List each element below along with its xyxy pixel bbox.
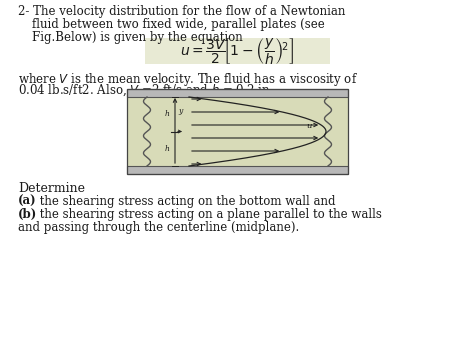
Text: h: h: [164, 110, 169, 118]
Text: (a): (a): [18, 195, 36, 208]
Text: u: u: [306, 121, 312, 129]
Text: the shearing stress acting on the bottom wall and: the shearing stress acting on the bottom…: [36, 195, 336, 208]
Text: y: y: [178, 107, 182, 115]
FancyBboxPatch shape: [145, 38, 330, 64]
Text: fluid between two fixed wide, parallel plates (see: fluid between two fixed wide, parallel p…: [32, 18, 325, 31]
Text: Fig.Below) is given by the equation: Fig.Below) is given by the equation: [32, 31, 243, 44]
Text: and passing through the centerline (midplane).: and passing through the centerline (midp…: [18, 221, 299, 234]
Text: h: h: [164, 145, 169, 153]
Bar: [127, 89, 348, 97]
Text: the shearing stress acting on a plane parallel to the walls: the shearing stress acting on a plane pa…: [36, 208, 382, 221]
Bar: [127, 89, 348, 174]
Text: $u = \dfrac{3V}{2}\!\left[1 - \left(\dfrac{y}{h}\right)^{\!2}\right]$: $u = \dfrac{3V}{2}\!\left[1 - \left(\dfr…: [180, 37, 294, 67]
Text: (b): (b): [18, 208, 37, 221]
Bar: [127, 97, 348, 166]
Bar: [127, 166, 348, 174]
Text: where $V$ is the mean velocity. The fluid has a viscosity of: where $V$ is the mean velocity. The flui…: [18, 71, 358, 88]
Text: 2- The velocity distribution for the flow of a Newtonian: 2- The velocity distribution for the flo…: [18, 5, 346, 18]
Text: 0.04 lb.s/ft2. Also, $V$ =2 ft/s and $h$ = 0.2 in.: 0.04 lb.s/ft2. Also, $V$ =2 ft/s and $h$…: [18, 83, 274, 98]
Text: Determine: Determine: [18, 182, 85, 195]
